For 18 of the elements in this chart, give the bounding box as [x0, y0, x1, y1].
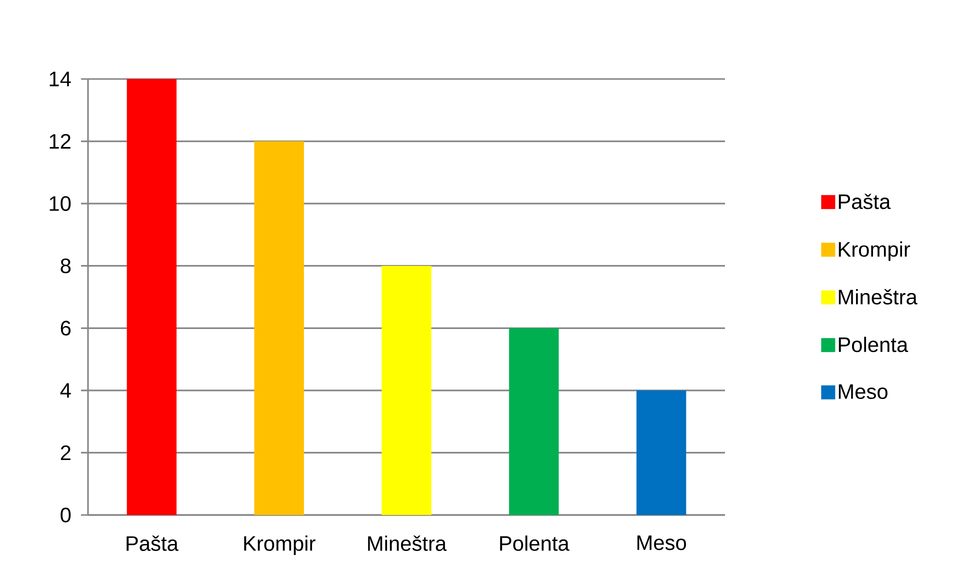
y-tick-label: 12: [50, 134, 70, 149]
y-tick-label: 10: [50, 196, 71, 211]
legend-label: Krompir: [838, 241, 910, 261]
y-tick-label: 0: [60, 508, 71, 522]
legend-label: Meso: [838, 384, 888, 399]
x-tick-label: Mineštra: [368, 536, 447, 551]
y-tick-label: 14: [50, 72, 71, 86]
x-tick-label: Meso: [637, 536, 686, 550]
legend-label: Mineštra: [838, 289, 918, 304]
legend-label: Polenta: [838, 336, 908, 352]
x-tick-label: Pašta: [126, 536, 178, 551]
x-tick-label: Polenta: [500, 536, 570, 551]
x-tick-label: Krompir: [244, 536, 316, 556]
y-tick-label: 2: [60, 445, 70, 460]
y-tick-label: 8: [60, 258, 71, 274]
y-tick-label: 4: [60, 383, 71, 398]
y-tick-label: 6: [60, 320, 71, 336]
legend-label: Pašta: [838, 194, 891, 210]
